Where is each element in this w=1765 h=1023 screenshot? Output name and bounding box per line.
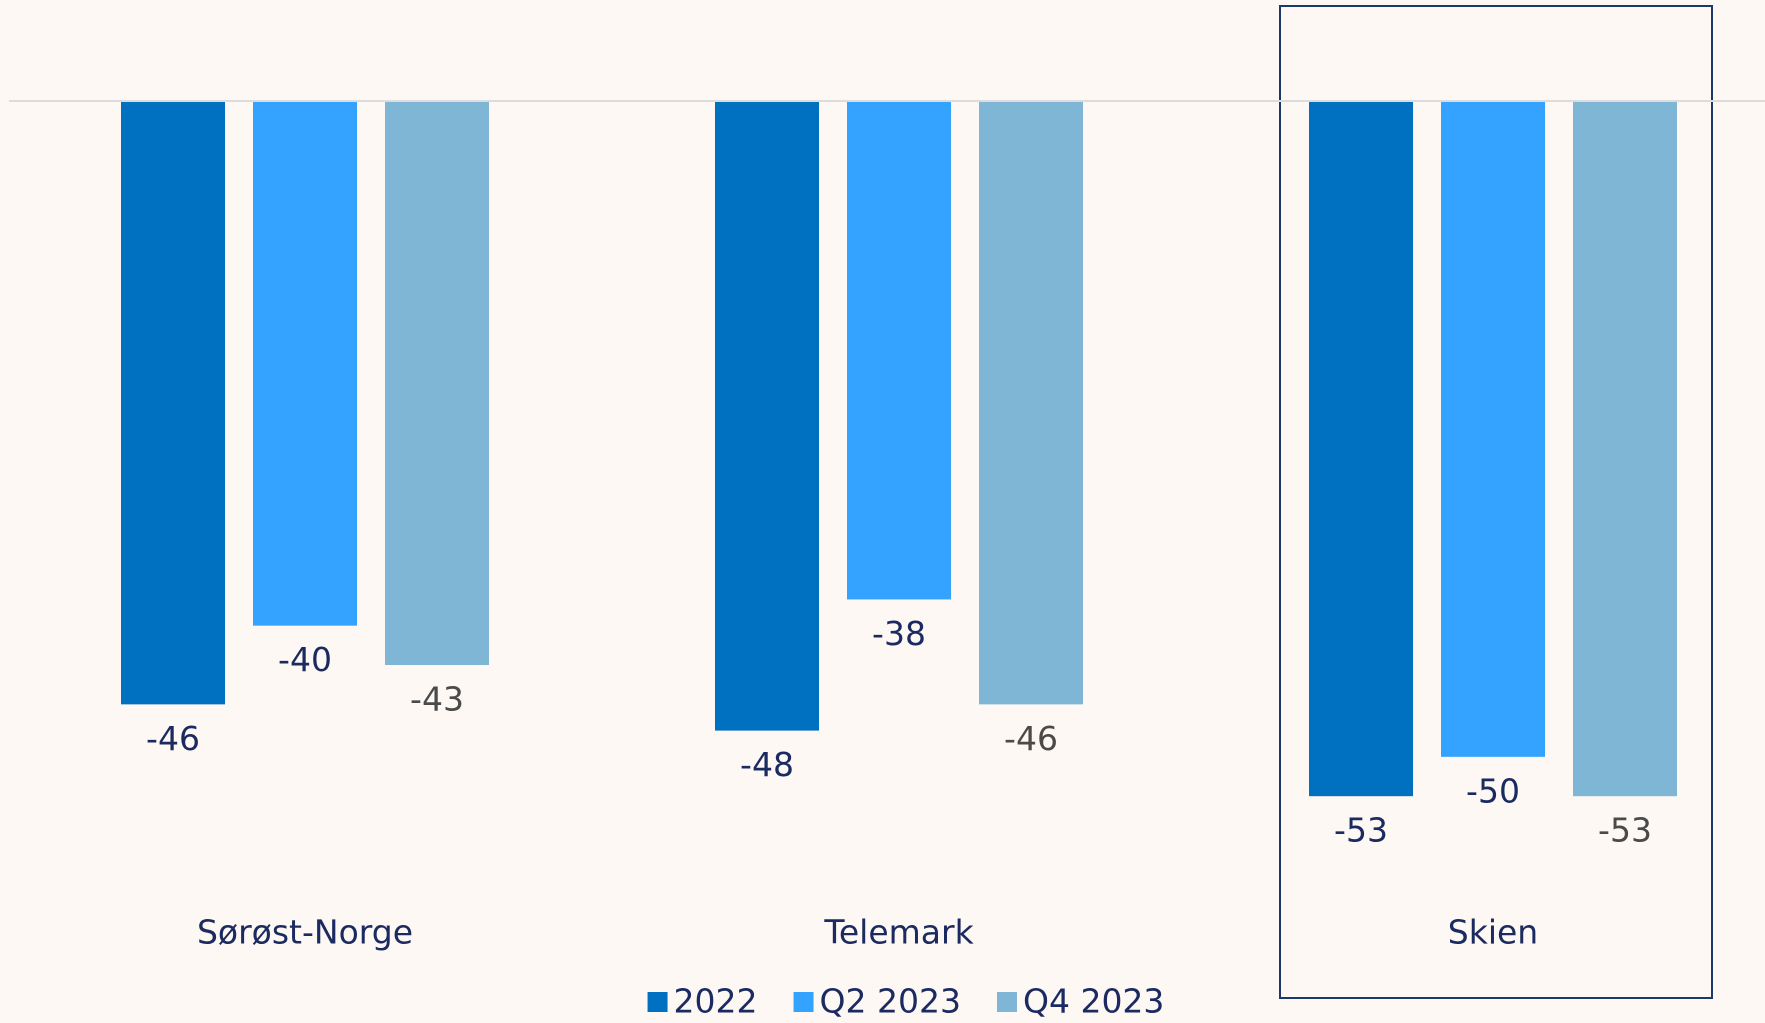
legend-label: Q2 2023 [820, 982, 961, 1021]
data-label: -38 [872, 614, 926, 653]
legend-label: Q4 2023 [1023, 982, 1164, 1021]
bar [715, 101, 819, 731]
legend-swatch [647, 992, 668, 1012]
x-tick-label: Sørøst-Norge [197, 913, 413, 952]
data-label: -46 [1004, 719, 1058, 758]
data-label: -50 [1466, 771, 1520, 810]
bar [1441, 101, 1545, 757]
bar [847, 101, 951, 600]
bar [121, 101, 225, 705]
bar [979, 101, 1083, 705]
bar [253, 101, 357, 626]
legend-swatch [996, 992, 1017, 1012]
bar [1309, 101, 1413, 797]
bar [1573, 101, 1677, 797]
legend-label: 2022 [674, 982, 758, 1021]
data-label: -48 [740, 745, 794, 784]
highlight-box [1279, 5, 1713, 999]
x-tick-label: Skien [1448, 913, 1538, 952]
data-label: -53 [1334, 811, 1388, 850]
x-tick-label: Telemark [823, 913, 974, 952]
data-label: -53 [1598, 811, 1652, 850]
bar [385, 101, 489, 666]
data-label: -40 [278, 640, 332, 679]
data-label: -46 [146, 719, 200, 758]
legend-swatch [793, 992, 814, 1012]
data-label: -43 [410, 680, 464, 719]
